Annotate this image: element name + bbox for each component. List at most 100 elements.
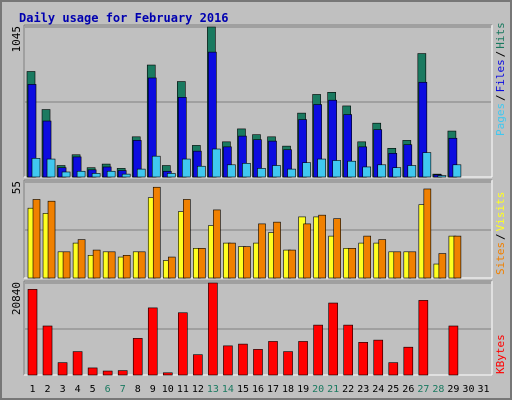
legend-separator: /	[494, 51, 507, 58]
pages-bar	[151, 155, 161, 178]
legend-separator: /	[494, 233, 507, 240]
x-tick-label: 18	[282, 384, 294, 395]
x-tick-label: 19	[297, 384, 309, 395]
x-tick-label: 7	[120, 384, 126, 395]
visits-bar	[363, 235, 372, 279]
x-tick-label: 11	[177, 384, 189, 395]
pages-bar	[61, 171, 71, 178]
visits-bar	[183, 199, 191, 279]
x-tick-label: 27	[417, 384, 429, 395]
x-tick-label: 9	[150, 384, 156, 395]
pages-bar	[166, 173, 176, 178]
x-tick-label: 1	[30, 384, 36, 395]
visits-bar	[47, 200, 56, 279]
visits-bar	[198, 248, 206, 279]
kbytes-bar	[313, 324, 323, 376]
visits-bar	[258, 223, 266, 279]
kbytes-bar	[132, 338, 143, 376]
kbytes-bar	[388, 362, 399, 376]
x-tick-label: 29	[447, 384, 459, 395]
kbytes-bar	[208, 282, 218, 376]
x-tick-label: 28	[432, 384, 444, 395]
kbytes-bar	[87, 367, 98, 376]
kbytes-bar	[403, 346, 414, 376]
legend-hits: Hits	[494, 22, 507, 49]
pages-bar	[242, 163, 251, 178]
kbytes-bar	[253, 349, 263, 376]
pages-bar	[452, 164, 462, 178]
kbytes-bar	[42, 325, 53, 376]
pages-bar	[377, 164, 387, 178]
x-tick-label: 2	[45, 384, 51, 395]
visits-bar	[137, 251, 146, 279]
legend-separator: /	[494, 94, 507, 101]
kbytes-bar	[238, 343, 248, 376]
kbytes-bar	[448, 325, 459, 376]
pages-bar	[46, 158, 56, 178]
kbytes-bar	[328, 302, 338, 376]
pages-bar	[362, 166, 372, 178]
kbytes-bar	[117, 370, 128, 376]
visits-bar	[62, 251, 71, 279]
visits-bar	[318, 214, 326, 279]
pages-bar	[227, 164, 236, 178]
legend-sites: Sites	[494, 242, 507, 275]
visits-bar	[92, 249, 101, 279]
kbytes-bar	[223, 345, 233, 376]
x-tick-label: 17	[267, 384, 279, 395]
pages-bar	[407, 165, 417, 178]
x-tick-label: 10	[162, 384, 174, 395]
pages-bar	[31, 158, 41, 178]
pages-bar	[76, 170, 86, 178]
visits-bar	[348, 248, 356, 279]
x-tick-label: 14	[222, 384, 234, 395]
x-tick-label: 15	[237, 384, 249, 395]
legend-visits: Visits	[494, 192, 507, 232]
pages-bar	[422, 152, 432, 178]
kbytes-bar	[57, 362, 68, 376]
pages-bar	[197, 165, 206, 178]
x-tick-label: 26	[402, 384, 414, 395]
x-tick-label: 30	[462, 384, 474, 395]
x-tick-label: 23	[357, 384, 369, 395]
legend-files: Files	[494, 59, 507, 92]
visits-bar	[167, 256, 176, 279]
visits-bar	[32, 199, 41, 279]
visits-bar	[408, 251, 417, 279]
hits-axis-max-label: 1045	[10, 26, 23, 53]
x-tick-label: 20	[312, 384, 324, 395]
x-tick-label: 3	[60, 384, 66, 395]
kbytes-bar	[147, 307, 158, 376]
x-tick-label: 21	[327, 384, 339, 395]
legend-pages: Pages	[494, 103, 507, 136]
pages-bar	[182, 158, 191, 178]
kbytes-bar	[418, 300, 429, 376]
x-tick-label: 4	[75, 384, 81, 395]
visits-bar	[122, 255, 131, 279]
visits-bar	[273, 221, 281, 279]
pages-bar	[257, 168, 266, 178]
kbytes-bar	[72, 351, 83, 376]
visits-bar	[453, 235, 462, 279]
pages-bar	[106, 170, 116, 178]
pages-bar	[302, 162, 311, 178]
x-tick-label: 16	[252, 384, 264, 395]
x-tick-label: 24	[372, 384, 384, 395]
pages-bar	[317, 158, 326, 178]
kbytes-bar	[343, 324, 353, 376]
visits-bar	[228, 242, 236, 279]
legend-kbytes: KBytes	[494, 334, 507, 374]
pages-bar	[347, 160, 356, 178]
pages-bar	[91, 173, 101, 178]
kbytes-bar	[178, 312, 188, 376]
visits-bar	[288, 249, 296, 279]
visits-bar	[77, 239, 86, 279]
pages-bar	[212, 148, 221, 178]
kbytes-bar	[373, 339, 384, 376]
kbytes-bar	[102, 370, 113, 376]
kbytes-bar	[27, 289, 38, 376]
visits-axis-max-label: 55	[10, 181, 23, 194]
kbytes-bar	[298, 341, 308, 376]
visits-bar	[152, 186, 161, 279]
